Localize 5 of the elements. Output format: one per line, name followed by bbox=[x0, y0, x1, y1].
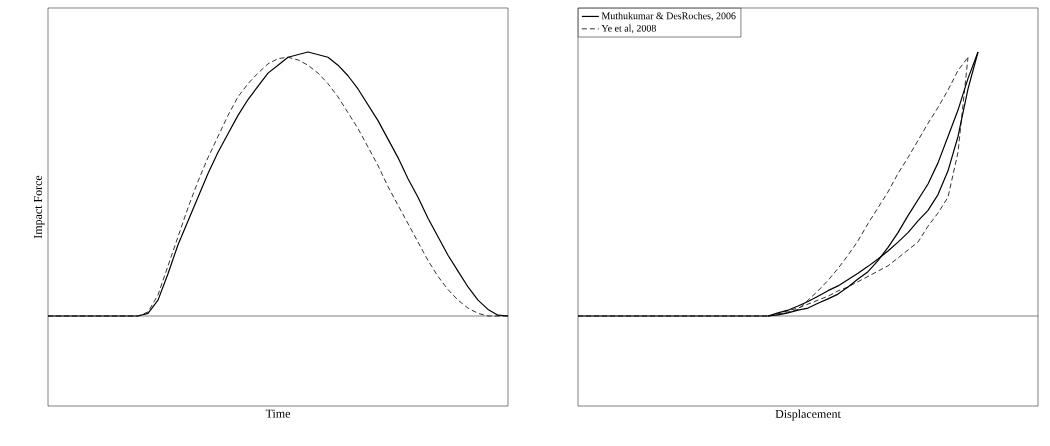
x-axis-title: Time bbox=[265, 409, 290, 418]
x-axis-title: Displacement bbox=[775, 409, 841, 421]
y-axis-title: Impact Force bbox=[34, 175, 45, 239]
legend-label: Ye et al, 2008 bbox=[601, 24, 656, 34]
legend-label: Muthukumar & DesRoches, 2006 bbox=[601, 12, 736, 21]
